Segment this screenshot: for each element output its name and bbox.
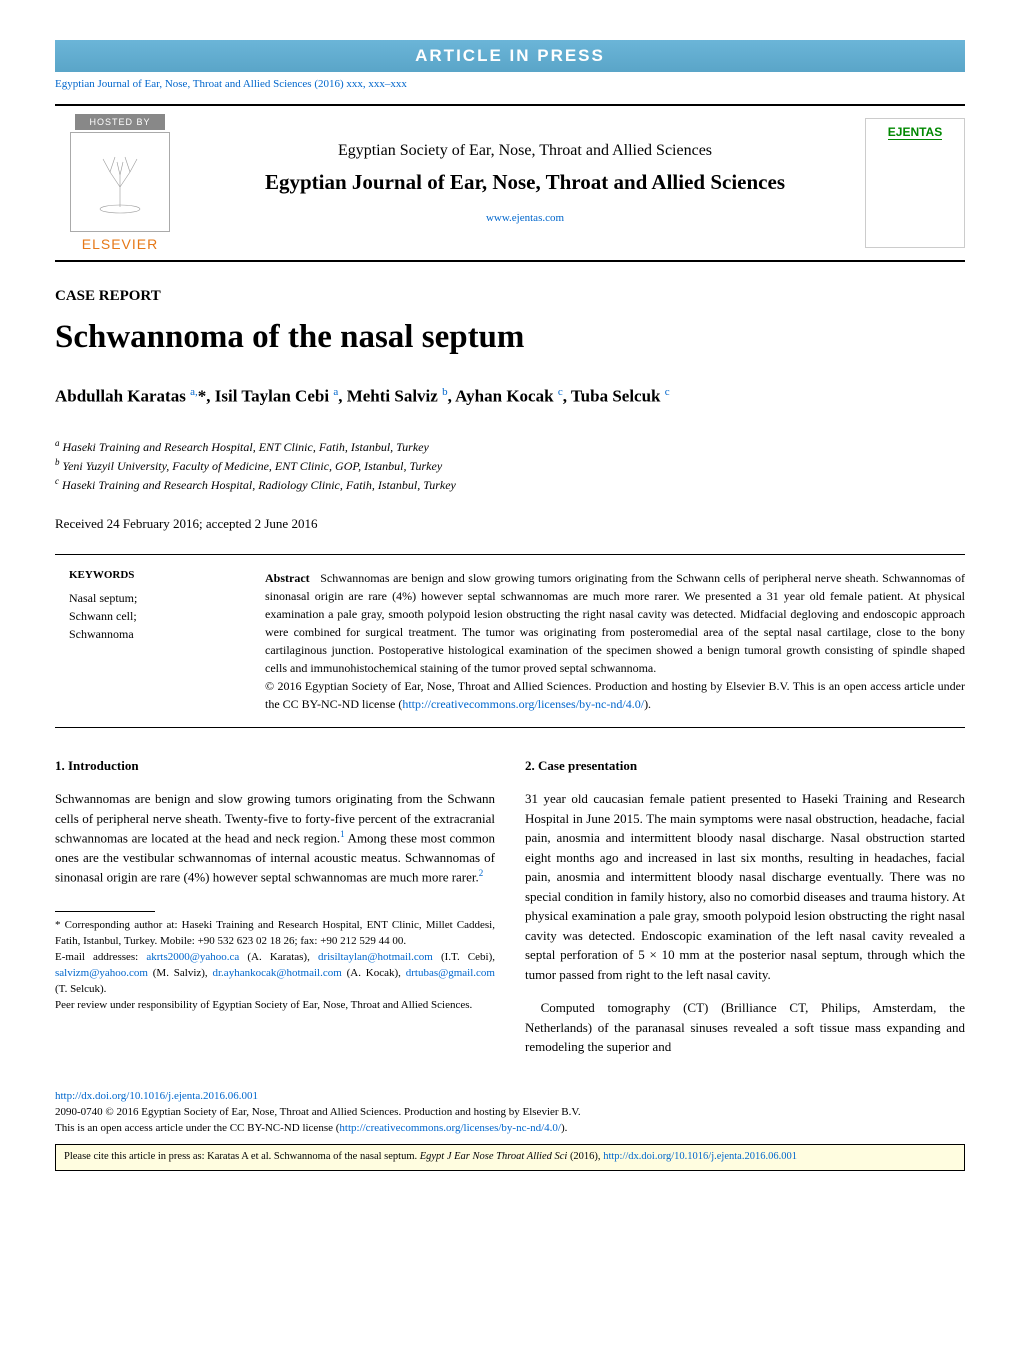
- doi-link[interactable]: http://dx.doi.org/10.1016/j.ejenta.2016.…: [55, 1090, 258, 1102]
- authors-line: Abdullah Karatas a,*, Isil Taylan Cebi a…: [55, 386, 965, 407]
- peer-review-note: Peer review under responsibility of Egyp…: [55, 998, 495, 1014]
- elsevier-tree-icon: [70, 132, 170, 232]
- header-center: Egyptian Society of Ear, Nose, Throat an…: [201, 142, 849, 225]
- issn-line-b: This is an open access article under the…: [55, 1122, 339, 1134]
- license-link[interactable]: http://creativecommons.org/licenses/by-n…: [402, 697, 644, 711]
- affiliations: a Haseki Training and Research Hospital,…: [55, 437, 965, 494]
- case-paragraph-2: Computed tomography (CT) (Brilliance CT,…: [525, 998, 965, 1057]
- right-column: 2. Case presentation 31 year old caucasi…: [525, 756, 965, 1071]
- case-paragraph-1: 31 year old caucasian female patient pre…: [525, 789, 965, 984]
- corresponding-author: * Corresponding author at: Haseki Traini…: [55, 918, 495, 950]
- cite-journal: Egypt J Ear Nose Throat Allied Sci: [420, 1151, 568, 1162]
- section-2-heading: 2. Case presentation: [525, 756, 965, 776]
- section-1-heading: 1. Introduction: [55, 756, 495, 776]
- footnote-separator: [55, 911, 155, 912]
- body-columns: 1. Introduction Schwannomas are benign a…: [55, 756, 965, 1071]
- license-link-footer[interactable]: http://creativecommons.org/licenses/by-n…: [339, 1122, 561, 1134]
- email-addresses: E-mail addresses: akrts2000@yahoo.ca (A.…: [55, 950, 495, 998]
- article-dates: Received 24 February 2016; accepted 2 Ju…: [55, 516, 965, 532]
- left-column: 1. Introduction Schwannomas are benign a…: [55, 756, 495, 1071]
- publisher-block: HOSTED BY ELSEVIER: [55, 114, 185, 252]
- intro-paragraph: Schwannomas are benign and slow growing …: [55, 789, 495, 887]
- journal-name: Egyptian Journal of Ear, Nose, Throat an…: [211, 170, 839, 195]
- keywords-heading: KEYWORDS: [69, 569, 225, 581]
- abstract-column: Abstract Schwannomas are benign and slow…: [265, 569, 965, 713]
- article-in-press-banner: ARTICLE IN PRESS: [55, 40, 965, 72]
- doi-block: http://dx.doi.org/10.1016/j.ejenta.2016.…: [55, 1089, 965, 1137]
- license-close: ).: [644, 697, 651, 711]
- ejentas-logo: EJENTAS: [888, 125, 942, 140]
- keywords-abstract-box: KEYWORDS Nasal septum;Schwann cell;Schwa…: [55, 554, 965, 728]
- citation-header: Egyptian Journal of Ear, Nose, Throat an…: [55, 72, 965, 104]
- abstract-label: Abstract: [265, 571, 310, 585]
- cite-year: (2016),: [567, 1151, 603, 1162]
- issn-line-a: 2090-0740 © 2016 Egyptian Society of Ear…: [55, 1106, 581, 1118]
- journal-cover-thumbnail: EJENTAS: [865, 118, 965, 248]
- keywords-column: KEYWORDS Nasal septum;Schwann cell;Schwa…: [55, 569, 225, 713]
- society-name: Egyptian Society of Ear, Nose, Throat an…: [211, 142, 839, 160]
- ref-2[interactable]: 2: [479, 868, 484, 878]
- article-type: CASE REPORT: [55, 288, 965, 305]
- abstract-text: Schwannomas are benign and slow growing …: [265, 571, 965, 675]
- article-title: Schwannoma of the nasal septum: [55, 319, 965, 356]
- elsevier-wordmark: ELSEVIER: [82, 236, 158, 252]
- journal-url-link[interactable]: www.ejentas.com: [486, 212, 564, 224]
- please-cite-box: Please cite this article in press as: Ka…: [55, 1144, 965, 1171]
- cite-prefix: Please cite this article in press as: Ka…: [64, 1151, 420, 1162]
- cite-doi-link[interactable]: http://dx.doi.org/10.1016/j.ejenta.2016.…: [603, 1151, 797, 1162]
- hosted-by-label: HOSTED BY: [75, 114, 164, 130]
- journal-header: HOSTED BY ELSEVIER Egyptian Society of E…: [55, 104, 965, 262]
- footnotes: * Corresponding author at: Haseki Traini…: [55, 918, 495, 1014]
- keywords-list: Nasal septum;Schwann cell;Schwannoma: [69, 589, 225, 643]
